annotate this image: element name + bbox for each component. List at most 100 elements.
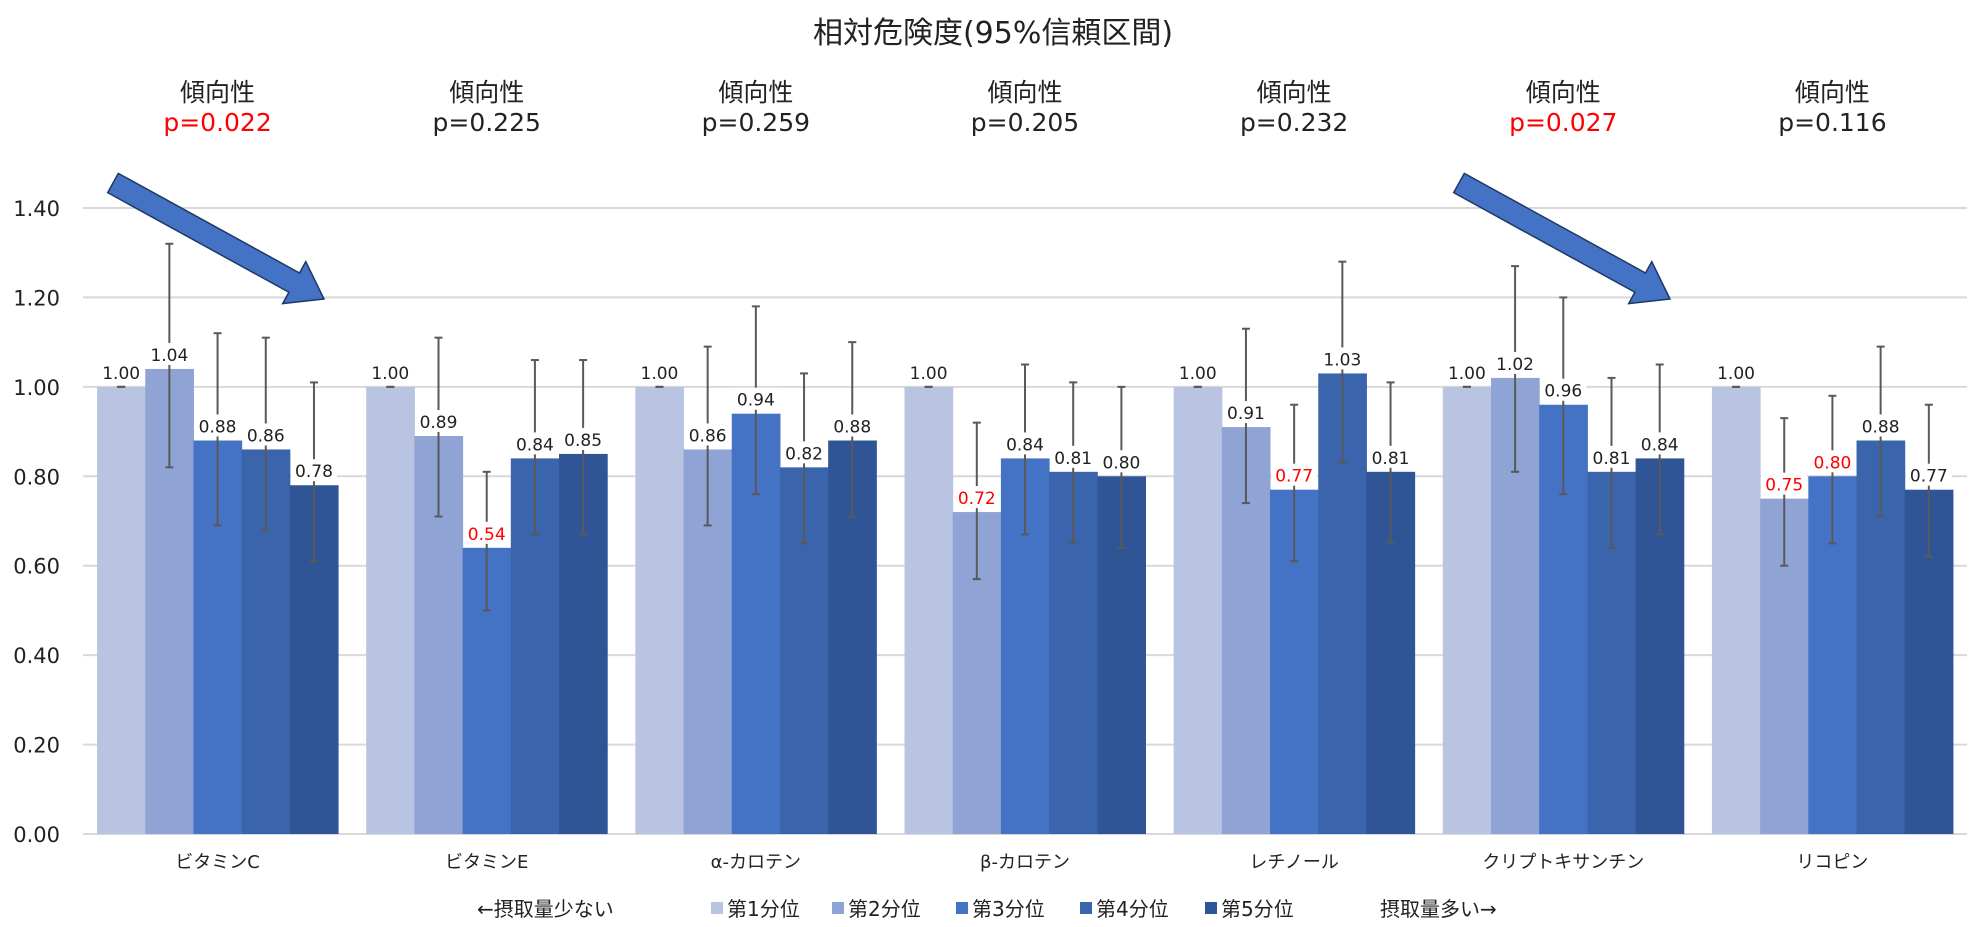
data-label: 0.84: [516, 435, 554, 455]
trend-label: 傾向性: [1794, 78, 1870, 107]
legend-swatch: [956, 901, 968, 914]
legend-swatch: [711, 901, 723, 914]
trend-label: 傾向性: [987, 78, 1063, 107]
data-labels: 1.00 1.04 0.88 0.86 0.78 1.00 0.89 0.54 0.84 0.85…: [98, 342, 1952, 545]
data-label-bg: [1222, 401, 1269, 424]
data-label: 0.88: [833, 418, 871, 438]
legend-item: 第2分位: [832, 893, 921, 922]
y-tick-label: 0.00: [13, 823, 60, 847]
data-label-bg: [1905, 463, 1952, 486]
y-tick-label: 0.60: [13, 555, 60, 579]
data-label: 0.84: [1641, 435, 1679, 455]
data-label: 0.72: [958, 489, 996, 509]
data-label: 1.00: [1717, 364, 1755, 384]
data-label: 0.94: [737, 391, 775, 411]
data-label: 0.78: [295, 462, 333, 482]
trend-p-value: p=0.232: [1239, 108, 1349, 137]
data-label-bg: [1713, 360, 1760, 383]
y-tick-label: 1.00: [13, 376, 60, 400]
trend-annotation: 傾向性 p=0.116: [1697, 78, 1967, 138]
y-tick-label: 0.20: [13, 734, 60, 758]
data-label: 0.88: [199, 418, 237, 438]
legend-label: 第3分位: [972, 897, 1045, 921]
y-tick-label: 1.40: [13, 197, 60, 221]
legend-swatch: [1205, 901, 1217, 914]
data-label-bg: [684, 423, 731, 446]
data-label-bg: [636, 360, 683, 383]
data-label: 0.85: [564, 431, 602, 451]
data-label: 0.82: [785, 444, 823, 464]
legend-swatch: [832, 901, 844, 914]
data-label: 1.00: [1448, 364, 1486, 384]
data-label: 1.00: [102, 364, 140, 384]
data-label: 0.80: [1813, 453, 1851, 473]
data-label-bg: [1809, 450, 1856, 473]
legend-swatch: [1080, 901, 1092, 914]
data-label-bg: [290, 459, 337, 482]
trend-label: 傾向性: [718, 78, 794, 107]
data-label-bg: [953, 486, 1000, 509]
data-label: 0.86: [247, 426, 285, 446]
trend-label: 傾向性: [1525, 78, 1601, 107]
data-label-bg: [1636, 432, 1683, 455]
trend-p-value: p=0.259: [701, 108, 811, 137]
data-label: 0.88: [1862, 418, 1900, 438]
data-label: 0.54: [468, 525, 506, 545]
data-label: 0.89: [420, 413, 458, 433]
trend-label: 傾向性: [449, 78, 525, 107]
legend-note-left: ←摂取量少ない: [477, 897, 614, 921]
bar: [1442, 386, 1492, 834]
data-label: 1.00: [910, 364, 948, 384]
trend-annotation: 傾向性 p=0.225: [352, 78, 622, 138]
data-label: 0.86: [689, 426, 727, 446]
bar: [97, 386, 146, 834]
legend-item: 第1分位: [711, 893, 800, 922]
x-tick-label: ビタミンC: [175, 852, 260, 873]
data-label: 1.02: [1496, 355, 1534, 375]
legend-item: 第5分位: [1205, 893, 1294, 922]
x-axis-labels: ビタミンC ビタミンE α-カロテン β-カロテン レチノール クリプトキサンチン リコピン: [175, 852, 1868, 873]
legend-note-right: 摂取量多い→: [1380, 897, 1497, 921]
legend-label: 第2分位: [848, 897, 921, 921]
data-label: 1.00: [371, 364, 409, 384]
trend-annotation: 傾向性 p=0.259: [621, 78, 891, 138]
trend-arrow-icon: [106, 172, 326, 305]
data-label: 0.75: [1765, 476, 1803, 496]
data-label: 0.96: [1544, 382, 1582, 402]
trend-label: 傾向性: [1256, 78, 1332, 107]
y-tick-label: 0.80: [13, 465, 60, 489]
x-tick-label: β-カロテン: [980, 852, 1070, 873]
legend-item: 第3分位: [956, 893, 1045, 922]
y-tick-label: 0.40: [13, 644, 60, 668]
data-label-bg: [242, 423, 289, 446]
trend-arrow-icon: [1452, 172, 1672, 305]
trend-annotation: 傾向性 p=0.022: [83, 78, 353, 138]
data-label-bg: [415, 410, 462, 433]
trend-p-value: p=0.205: [970, 108, 1080, 137]
x-tick-label: レチノール: [1249, 852, 1338, 873]
y-axis-ticks: 0.00 0.20 0.40 0.60 0.80 1.00 1.20 1.40: [13, 197, 60, 847]
data-label: 1.00: [1179, 364, 1217, 384]
x-tick-label: クリプトキサンチン: [1482, 852, 1644, 873]
legend-label: 第4分位: [1096, 897, 1169, 921]
legend-label: 第5分位: [1221, 897, 1294, 921]
data-label-bg: [781, 441, 828, 464]
data-label-bg: [1367, 445, 1414, 468]
trend-label: 傾向性: [180, 78, 256, 107]
data-label-bg: [1002, 432, 1048, 455]
data-label-bg: [511, 432, 558, 455]
trend-p-value: p=0.116: [1778, 108, 1887, 137]
data-label: 0.81: [1593, 449, 1631, 469]
trend-annotation: 傾向性 p=0.205: [890, 78, 1160, 138]
data-label-bg: [146, 342, 193, 365]
data-label-bg: [1540, 378, 1587, 401]
bar: [1173, 386, 1223, 834]
x-tick-label: α-カロテン: [711, 852, 801, 873]
data-label: 1.04: [150, 346, 188, 366]
data-label-bg: [1050, 445, 1097, 468]
data-label-bg: [732, 387, 779, 410]
data-label: 0.77: [1910, 467, 1948, 487]
data-label-bg: [463, 521, 510, 544]
data-label-bg: [1588, 445, 1635, 468]
y-tick-label: 1.20: [13, 286, 60, 310]
